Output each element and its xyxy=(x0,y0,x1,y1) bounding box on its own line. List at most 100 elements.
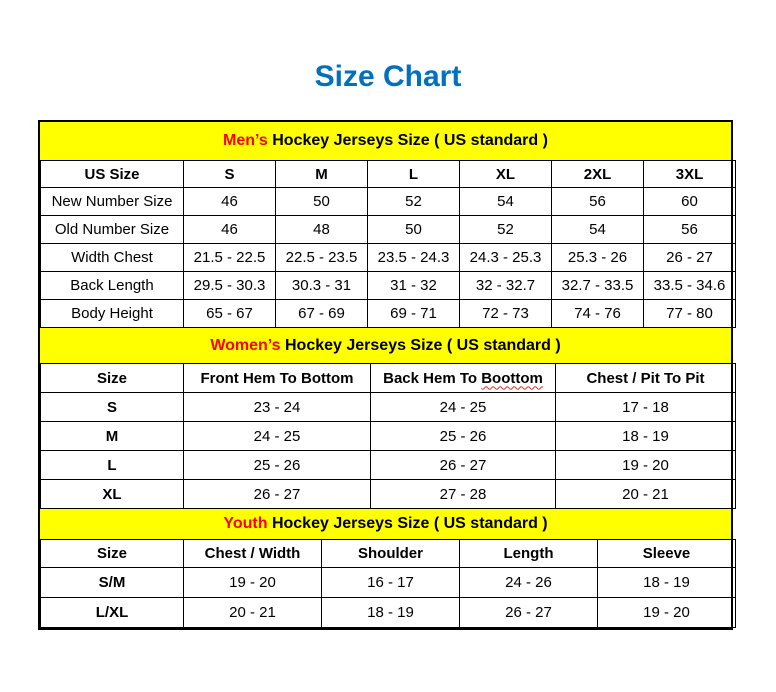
table-row-women-m: M 24 - 25 25 - 26 18 - 19 xyxy=(40,421,736,451)
size-value-cell: 19 - 20 xyxy=(597,597,736,628)
back-hem-misspelled-word: Boottom xyxy=(481,369,543,387)
column-header-length: Length xyxy=(459,539,598,568)
size-value-cell: 24 - 25 xyxy=(370,392,556,422)
size-value-cell: 19 - 20 xyxy=(555,450,736,480)
size-value-cell: 19 - 20 xyxy=(183,567,322,598)
table-row-width-chest: Width Chest 21.5 - 22.5 22.5 - 23.5 23.5… xyxy=(40,243,736,272)
mens-size-table: US Size S M L XL 2XL 3XL New Number Size… xyxy=(40,160,736,328)
size-value-cell: 16 - 17 xyxy=(321,567,460,598)
row-label: S/M xyxy=(40,567,184,598)
size-value-cell: 23 - 24 xyxy=(183,392,371,422)
size-value-cell: 33.5 - 34.6 xyxy=(643,271,736,300)
womens-size-table: Size Front Hem To Bottom Back Hem To Boo… xyxy=(40,363,736,509)
column-header-sleeve: Sleeve xyxy=(597,539,736,568)
size-chart: Men’s Hockey Jerseys Size ( US standard … xyxy=(38,120,736,630)
row-label: Body Height xyxy=(40,299,184,328)
table-row-new-number-size: New Number Size 46 50 52 54 56 60 xyxy=(40,187,736,216)
row-label: L xyxy=(40,450,184,480)
column-header-back-hem: Back Hem To Boottom xyxy=(370,363,556,393)
size-value-cell: 21.5 - 22.5 xyxy=(183,243,276,272)
womens-header-row: Size Front Hem To Bottom Back Hem To Boo… xyxy=(40,363,736,393)
column-header-xl: XL xyxy=(459,160,552,188)
mens-section-banner: Men’s Hockey Jerseys Size ( US standard … xyxy=(40,122,731,160)
size-value-cell: 60 xyxy=(643,187,736,216)
size-value-cell: 56 xyxy=(643,215,736,244)
size-value-cell: 25.3 - 26 xyxy=(551,243,644,272)
table-row-body-height: Body Height 65 - 67 67 - 69 69 - 71 72 -… xyxy=(40,299,736,328)
size-value-cell: 32.7 - 33.5 xyxy=(551,271,644,300)
row-label: XL xyxy=(40,479,184,509)
size-value-cell: 25 - 26 xyxy=(183,450,371,480)
size-value-cell: 26 - 27 xyxy=(459,597,598,628)
size-value-cell: 46 xyxy=(183,187,276,216)
table-row-women-l: L 25 - 26 26 - 27 19 - 20 xyxy=(40,450,736,480)
size-value-cell: 77 - 80 xyxy=(643,299,736,328)
size-value-cell: 50 xyxy=(367,215,460,244)
size-value-cell: 22.5 - 23.5 xyxy=(275,243,368,272)
row-label: L/XL xyxy=(40,597,184,628)
size-value-cell: 65 - 67 xyxy=(183,299,276,328)
size-value-cell: 72 - 73 xyxy=(459,299,552,328)
column-header-size: Size xyxy=(40,363,184,393)
column-header-chest-width: Chest / Width xyxy=(183,539,322,568)
size-value-cell: 54 xyxy=(459,187,552,216)
column-header-chest-pit: Chest / Pit To Pit xyxy=(555,363,736,393)
row-label: M xyxy=(40,421,184,451)
column-header-2xl: 2XL xyxy=(551,160,644,188)
row-label: Width Chest xyxy=(40,243,184,272)
size-value-cell: 56 xyxy=(551,187,644,216)
column-header-front-hem: Front Hem To Bottom xyxy=(183,363,371,393)
column-header-size: Size xyxy=(40,539,184,568)
size-value-cell: 46 xyxy=(183,215,276,244)
size-value-cell: 26 - 27 xyxy=(643,243,736,272)
size-value-cell: 52 xyxy=(367,187,460,216)
size-value-cell: 18 - 19 xyxy=(597,567,736,598)
size-value-cell: 25 - 26 xyxy=(370,421,556,451)
size-value-cell: 24.3 - 25.3 xyxy=(459,243,552,272)
table-row-youth-lxl: L/XL 20 - 21 18 - 19 26 - 27 19 - 20 xyxy=(40,597,736,628)
column-header-m: M xyxy=(275,160,368,188)
size-value-cell: 26 - 27 xyxy=(370,450,556,480)
womens-banner-text: Hockey Jerseys Size ( US standard ) xyxy=(285,337,561,354)
womens-section-banner: Women’s Hockey Jerseys Size ( US standar… xyxy=(40,328,731,363)
size-value-cell: 74 - 76 xyxy=(551,299,644,328)
size-value-cell: 29.5 - 30.3 xyxy=(183,271,276,300)
youth-size-table: Size Chest / Width Shoulder Length Sleev… xyxy=(40,539,736,628)
mens-banner-highlight: Men’s xyxy=(223,132,268,149)
mens-banner-text: Hockey Jerseys Size ( US standard ) xyxy=(272,132,548,149)
size-value-cell: 18 - 19 xyxy=(555,421,736,451)
youth-section-banner: Youth Hockey Jerseys Size ( US standard … xyxy=(40,509,731,539)
mens-header-row: US Size S M L XL 2XL 3XL xyxy=(40,160,736,188)
size-value-cell: 30.3 - 31 xyxy=(275,271,368,300)
youth-banner-highlight: Youth xyxy=(223,515,268,532)
back-hem-label: Back Hem To xyxy=(383,369,478,387)
size-value-cell: 20 - 21 xyxy=(555,479,736,509)
column-header-us-size: US Size xyxy=(40,160,184,188)
table-row-youth-sm: S/M 19 - 20 16 - 17 24 - 26 18 - 19 xyxy=(40,567,736,598)
table-row-back-length: Back Length 29.5 - 30.3 30.3 - 31 31 - 3… xyxy=(40,271,736,300)
column-header-shoulder: Shoulder xyxy=(321,539,460,568)
size-value-cell: 31 - 32 xyxy=(367,271,460,300)
size-value-cell: 48 xyxy=(275,215,368,244)
row-label: New Number Size xyxy=(40,187,184,216)
size-value-cell: 32 - 32.7 xyxy=(459,271,552,300)
table-row-women-xl: XL 26 - 27 27 - 28 20 - 21 xyxy=(40,479,736,509)
size-value-cell: 18 - 19 xyxy=(321,597,460,628)
size-value-cell: 50 xyxy=(275,187,368,216)
size-value-cell: 67 - 69 xyxy=(275,299,368,328)
table-row-women-s: S 23 - 24 24 - 25 17 - 18 xyxy=(40,392,736,422)
size-value-cell: 23.5 - 24.3 xyxy=(367,243,460,272)
column-header-s: S xyxy=(183,160,276,188)
size-value-cell: 52 xyxy=(459,215,552,244)
column-header-3xl: 3XL xyxy=(643,160,736,188)
row-label: Old Number Size xyxy=(40,215,184,244)
womens-banner-highlight: Women’s xyxy=(210,337,281,354)
page-title: Size Chart xyxy=(314,60,462,93)
youth-banner-text: Hockey Jerseys Size ( US standard ) xyxy=(271,515,548,532)
size-value-cell: 27 - 28 xyxy=(370,479,556,509)
size-value-cell: 26 - 27 xyxy=(183,479,371,509)
column-header-l: L xyxy=(367,160,460,188)
size-value-cell: 20 - 21 xyxy=(183,597,322,628)
size-value-cell: 24 - 26 xyxy=(459,567,598,598)
